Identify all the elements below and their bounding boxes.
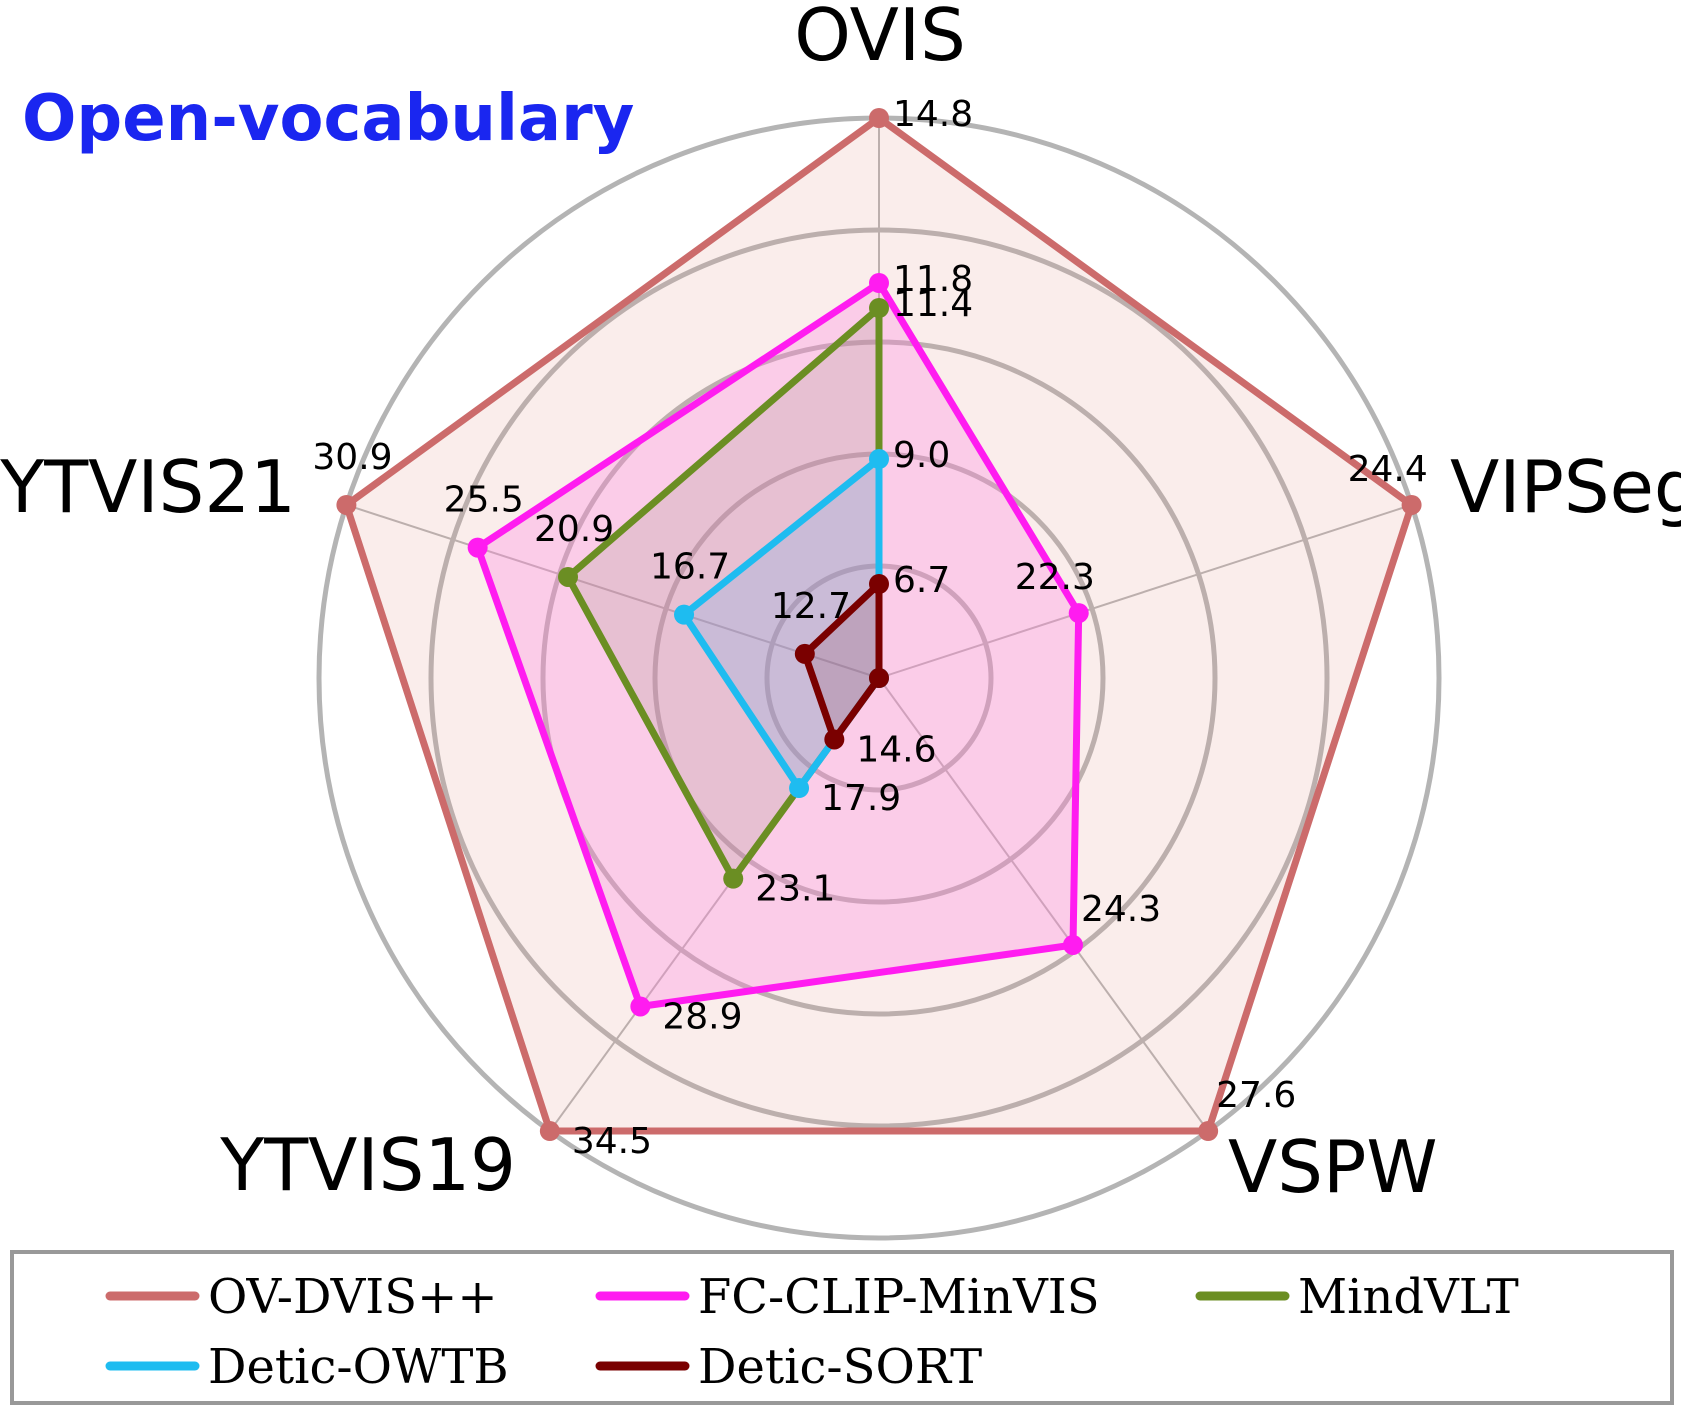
value-label: 23.1 — [755, 869, 835, 910]
value-label: 30.9 — [312, 437, 392, 478]
series-detic-sort: 6.7 14.6 12.7 — [771, 560, 950, 770]
axis-spoke — [878, 503, 1412, 679]
data-point — [1062, 934, 1083, 955]
axis-spoke — [878, 677, 1209, 1132]
legend-label: MindVLT — [1298, 1269, 1519, 1325]
data-point — [674, 604, 695, 625]
legend-label: OV-DVIS++ — [208, 1269, 498, 1325]
data-point — [723, 868, 744, 889]
axis-label-ytvis19: YTVIS19 — [219, 1123, 516, 1207]
value-label: 16.7 — [650, 547, 730, 588]
value-label: 25.5 — [444, 480, 524, 521]
value-label: 6.7 — [893, 560, 950, 601]
value-label: 17.9 — [821, 778, 901, 819]
value-label: 14.6 — [856, 729, 936, 770]
legend-label: FC-CLIP-MinVIS — [698, 1269, 1100, 1325]
value-label: 24.4 — [1348, 449, 1428, 490]
data-point — [1401, 494, 1422, 515]
data-point — [869, 108, 889, 128]
value-label: 28.9 — [662, 996, 742, 1037]
data-point — [869, 449, 889, 469]
data-point — [1198, 1121, 1219, 1142]
data-point — [467, 537, 488, 558]
axis-label-vipseg: VIPSeg — [1450, 445, 1681, 529]
data-point — [789, 778, 810, 799]
value-label: 34.5 — [572, 1121, 652, 1162]
value-label: 11.4 — [893, 284, 973, 325]
data-point — [869, 668, 889, 688]
data-point — [558, 566, 579, 587]
data-point — [336, 494, 357, 515]
axis-spoke — [346, 503, 880, 679]
value-label: 9.0 — [893, 435, 950, 476]
axis-label-ytvis21: YTVIS21 — [0, 445, 296, 529]
legend-label: Detic-SORT — [698, 1339, 982, 1395]
data-point — [824, 729, 845, 750]
value-label: 20.9 — [534, 509, 614, 550]
data-point — [869, 298, 889, 318]
data-point — [539, 1121, 560, 1142]
series-fc-clip-minvis: 11.8 22.3 24.3 28.9 25.5 — [444, 259, 1161, 1037]
data-point — [630, 996, 651, 1017]
axis-labels: OVIS VIPSeg VSPW YTVIS19 YTVIS21 — [0, 0, 1681, 1209]
legend: OV-DVIS++ FC-CLIP-MinVIS MindVLT Detic-OWTB… — [10, 1250, 1674, 1405]
value-label: 22.3 — [1015, 557, 1095, 598]
value-label: 11.8 — [893, 259, 973, 300]
chart-title: Open-vocabulary — [22, 82, 634, 156]
value-label: 12.7 — [771, 586, 851, 627]
series-polygon — [474, 279, 1083, 1010]
data-point — [794, 643, 815, 664]
series-layer: 14.8 24.4 27.6 34.5 30.9 11.8 22.3 24.3 28.9 25.5… — [312, 94, 1427, 1162]
axis-label-ovis: OVIS — [794, 0, 966, 77]
data-point — [869, 273, 889, 293]
axis-label-vspw: VSPW — [1228, 1125, 1438, 1209]
value-label: 14.8 — [893, 94, 973, 135]
data-point — [869, 574, 889, 594]
legend-label: Detic-OWTB — [208, 1339, 509, 1395]
data-point — [1068, 603, 1089, 624]
value-label: 27.6 — [1216, 1075, 1296, 1116]
value-label: 24.3 — [1081, 889, 1161, 930]
legend-box — [10, 1250, 1674, 1405]
